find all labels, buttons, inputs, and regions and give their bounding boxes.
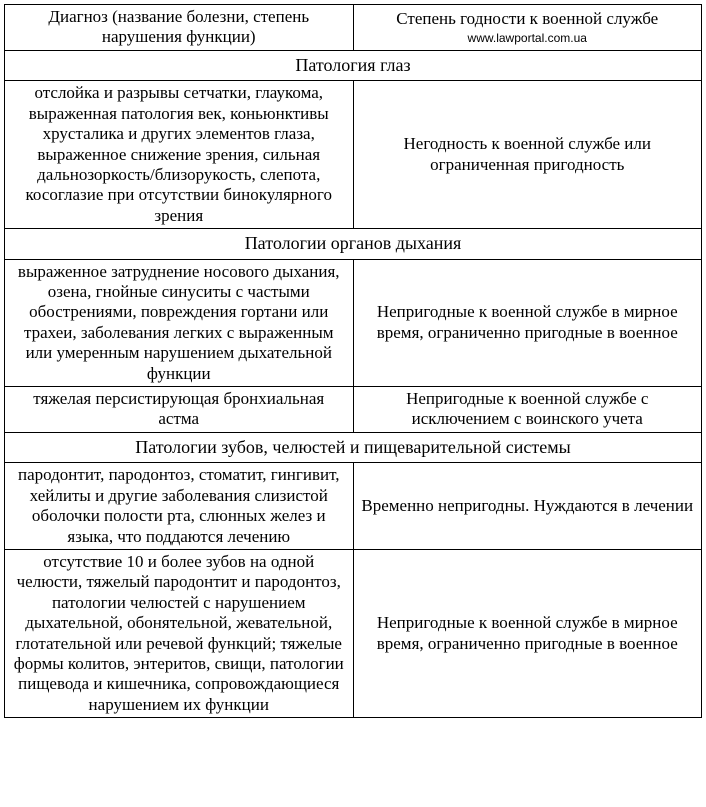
table-row: отсутствие 10 и более зубов на одной чел… — [5, 549, 702, 717]
header-fitness-label: Степень годности к военной службе — [396, 9, 658, 28]
table-body: Патология глазотслойка и разрывы сетчатк… — [5, 50, 702, 717]
fitness-table: Диагноз (название болезни, степень наруш… — [4, 4, 702, 718]
diagnosis-cell: тяжелая персистирующая бронхиальная астм… — [5, 387, 354, 433]
table-row: выраженное затруднение носового дыхания,… — [5, 259, 702, 386]
table-row: пародонтит, пародонтоз, стоматит, гингив… — [5, 463, 702, 550]
diagnosis-cell: пародонтит, пародонтоз, стоматит, гингив… — [5, 463, 354, 550]
section-row: Патологии органов дыхания — [5, 229, 702, 260]
diagnosis-cell: отсутствие 10 и более зубов на одной чел… — [5, 549, 354, 717]
section-title: Патология глаз — [5, 50, 702, 81]
fitness-cell: Непригодные к военной службе в мирное вр… — [353, 549, 702, 717]
header-url: www.lawportal.com.ua — [360, 31, 696, 45]
section-title: Патологии зубов, челюстей и пищеваритель… — [5, 432, 702, 463]
fitness-cell: Непригодные к военной службе с исключени… — [353, 387, 702, 433]
section-title: Патологии органов дыхания — [5, 229, 702, 260]
table-row: отслойка и разрывы сетчатки, глаукома, в… — [5, 81, 702, 229]
fitness-cell: Временно непригодны. Нуждаются в лечении — [353, 463, 702, 550]
header-fitness: Степень годности к военной службе www.la… — [353, 5, 702, 51]
diagnosis-cell: выраженное затруднение носового дыхания,… — [5, 259, 354, 386]
fitness-cell: Непригодные к военной службе в мирное вр… — [353, 259, 702, 386]
header-row: Диагноз (название болезни, степень наруш… — [5, 5, 702, 51]
section-row: Патологии зубов, челюстей и пищеваритель… — [5, 432, 702, 463]
diagnosis-cell: отслойка и разрывы сетчатки, глаукома, в… — [5, 81, 354, 229]
header-diagnosis-label: Диагноз (название болезни, степень наруш… — [48, 7, 309, 46]
table-row: тяжелая персистирующая бронхиальная астм… — [5, 387, 702, 433]
header-diagnosis: Диагноз (название болезни, степень наруш… — [5, 5, 354, 51]
fitness-cell: Негодность к военной службе или ограниче… — [353, 81, 702, 229]
section-row: Патология глаз — [5, 50, 702, 81]
